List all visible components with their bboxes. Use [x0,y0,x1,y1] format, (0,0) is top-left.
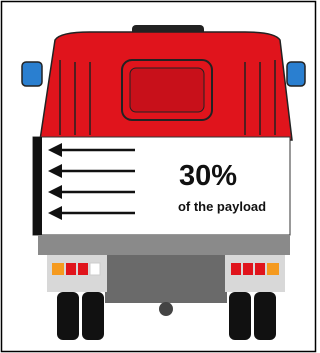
value-text: 30% [179,160,237,192]
panel-edge [33,137,42,235]
hitch [159,302,173,316]
wheel [57,292,79,340]
light [255,263,265,275]
light [52,263,64,275]
mirror-left [22,62,42,86]
caption: of the payload [178,199,266,214]
light [66,263,76,275]
light [78,263,88,275]
underbody [105,255,227,303]
wheel [82,292,104,340]
cargo-panel [33,137,290,235]
light [90,263,100,275]
wheel [229,292,251,340]
light [231,263,241,275]
illustration: 30% of the payload [0,0,317,353]
mirror-right [287,62,305,86]
light [267,263,279,275]
rear-window-inner [130,68,204,112]
chassis [38,235,290,255]
wheel [254,292,276,340]
light [243,263,253,275]
